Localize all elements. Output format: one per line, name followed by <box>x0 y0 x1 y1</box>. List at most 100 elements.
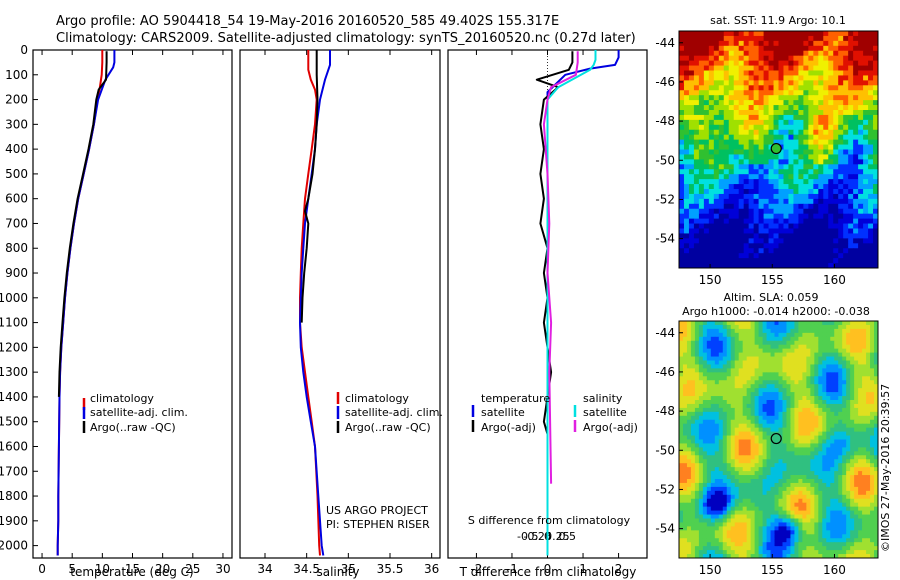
sla-cell <box>726 348 732 353</box>
sla-cell <box>774 490 779 496</box>
sla-cell <box>818 423 823 429</box>
sla-cell <box>726 506 732 511</box>
sst-cell <box>873 164 879 170</box>
sla-cell <box>762 415 767 421</box>
sla-cell <box>854 435 859 440</box>
sst-cell <box>813 105 819 111</box>
sla-cell <box>778 427 783 432</box>
sla-cell <box>710 336 716 342</box>
sla-cell <box>858 324 863 330</box>
sst-cell <box>688 70 695 76</box>
sla-cell <box>858 384 863 389</box>
sst-cell <box>718 35 725 42</box>
sla-cell <box>710 388 716 393</box>
sla-cell <box>762 506 767 511</box>
series-line-temperature-satellite <box>546 50 620 556</box>
sst-cell <box>828 55 834 62</box>
sst-cell <box>823 164 829 170</box>
sla-cell <box>718 415 724 421</box>
sla-cell <box>866 400 871 405</box>
sla-cell <box>834 463 839 468</box>
sla-cell <box>838 407 843 413</box>
sst-cell <box>803 95 809 101</box>
sla-cell <box>826 518 831 523</box>
sst-cell <box>763 203 769 210</box>
sst-cell <box>763 159 769 165</box>
sla-cell <box>766 411 771 417</box>
sla-cell <box>750 324 756 330</box>
sla-cell <box>790 494 795 500</box>
sla-cell <box>778 388 783 393</box>
sla-cell <box>806 411 811 417</box>
sla-cell <box>762 475 767 480</box>
sst-cell <box>743 80 750 86</box>
sla-cell <box>782 431 787 436</box>
sla-cell <box>734 538 740 543</box>
sla-cell <box>874 340 879 346</box>
sst-map-axes: 150 155 160-44-46-48-50-52-54 <box>655 36 846 287</box>
sst-cell <box>828 184 834 190</box>
sst-cell <box>713 179 720 185</box>
sla-cell <box>798 364 803 369</box>
sla-cell <box>750 479 756 484</box>
sla-cell <box>842 376 847 381</box>
sla-cell <box>686 427 692 432</box>
sla-cell <box>722 518 728 523</box>
sla-cell <box>854 522 859 527</box>
y-tick-label: 2000 <box>0 539 28 553</box>
map-y-tick-label: -46 <box>655 75 675 89</box>
sla-cell <box>846 447 851 452</box>
sla-cell <box>854 490 859 496</box>
sla-cell <box>690 348 696 353</box>
sla-cell <box>862 435 867 440</box>
sla-cell <box>842 542 847 547</box>
sst-cell <box>788 60 794 66</box>
sla-cell <box>774 546 779 551</box>
sla-cell <box>802 447 807 452</box>
sst-cell <box>858 85 864 91</box>
sst-cell <box>698 198 705 205</box>
sla-cell <box>810 431 815 436</box>
sla-cell <box>854 494 859 500</box>
sst-cell <box>798 70 804 76</box>
sst-cell <box>848 75 854 81</box>
sla-cell <box>866 340 871 346</box>
sla-cell <box>806 435 811 440</box>
sla-cell <box>798 502 803 508</box>
sla-cell <box>714 380 720 385</box>
sst-cell <box>733 184 740 190</box>
sla-cell <box>830 475 835 480</box>
sst-cell <box>863 55 869 62</box>
sla-cell <box>722 479 728 484</box>
sla-cell <box>762 392 767 397</box>
sst-cell <box>848 213 854 220</box>
sst-cell <box>693 184 700 190</box>
sla-cell <box>842 368 847 373</box>
sla-cell <box>818 455 823 460</box>
sla-cell <box>802 400 807 405</box>
sla-cell <box>830 360 835 365</box>
sla-cell <box>754 321 759 326</box>
sst-cell <box>693 35 700 42</box>
sst-cell <box>793 144 799 150</box>
sla-cell <box>742 352 748 357</box>
sla-cell <box>762 431 767 436</box>
sst-cell <box>868 179 874 185</box>
sla-cell <box>686 384 692 389</box>
sla-cell <box>738 435 744 440</box>
sla-cell <box>794 419 799 425</box>
sla-cell <box>690 344 696 350</box>
sla-cell <box>742 419 748 425</box>
sla-cell <box>826 388 831 393</box>
sla-cell <box>722 546 728 551</box>
sst-cell <box>788 75 794 81</box>
sla-cell <box>706 486 712 492</box>
sst-cell <box>693 31 700 37</box>
sst-cell <box>813 110 819 116</box>
sst-cell <box>718 203 725 210</box>
sla-cell <box>786 479 791 484</box>
sla-cell <box>754 479 759 484</box>
sst-cell <box>843 75 849 81</box>
sla-cell <box>722 352 728 357</box>
sst-cell <box>688 154 695 160</box>
